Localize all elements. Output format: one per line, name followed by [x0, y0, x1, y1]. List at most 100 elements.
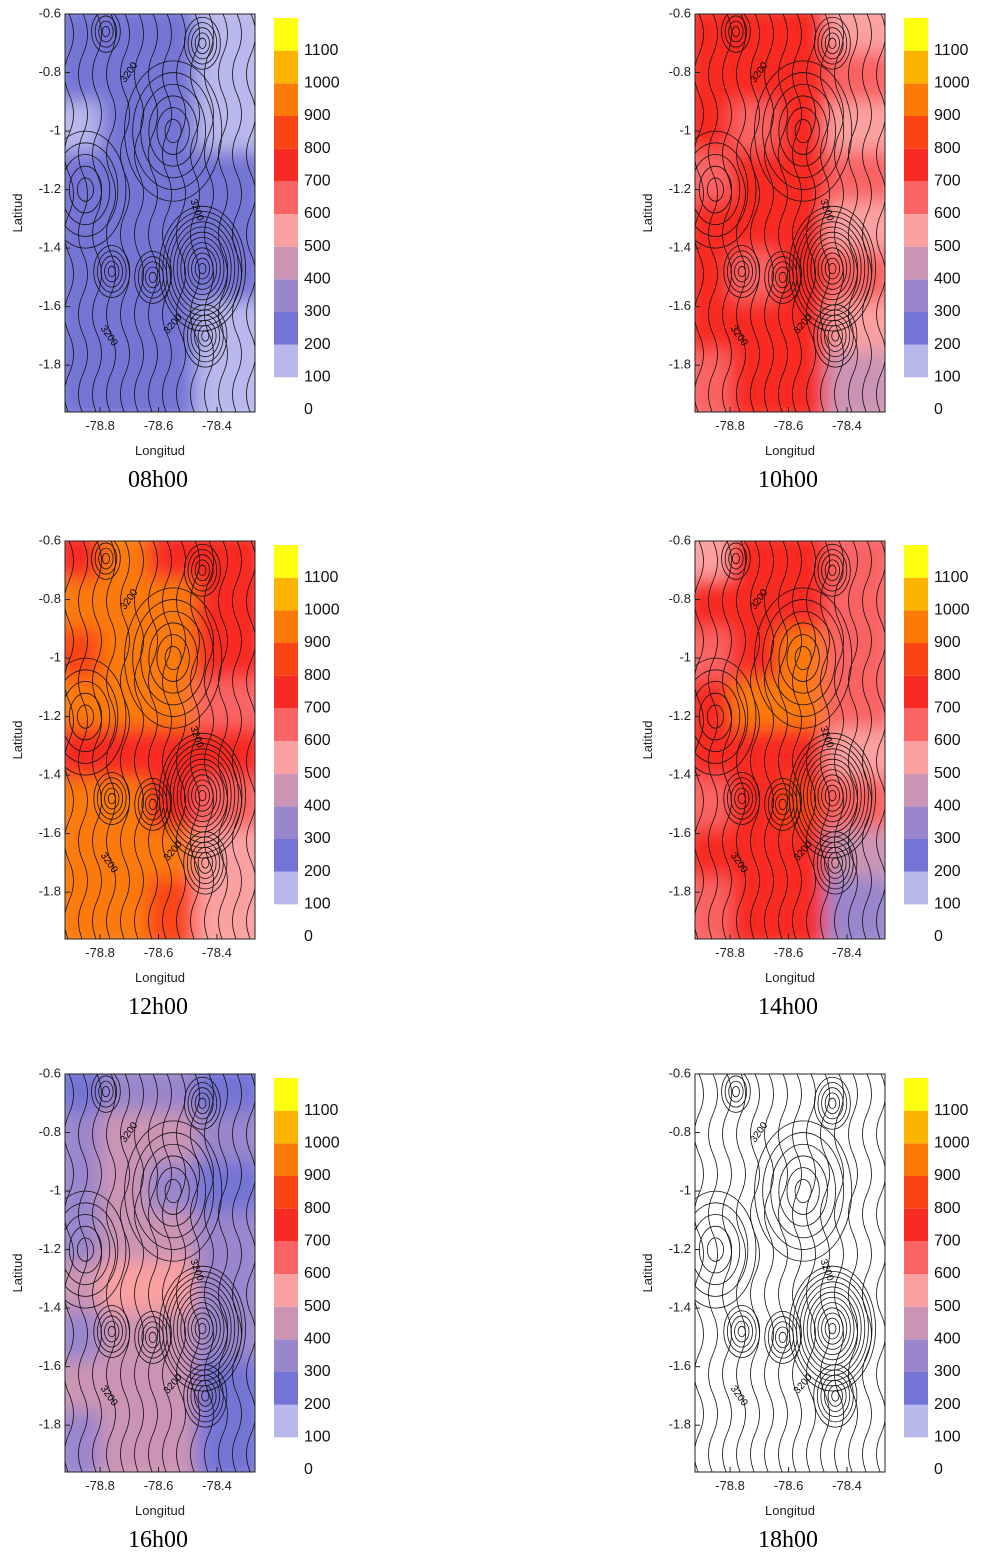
contour-line [762, 599, 845, 717]
contour-line [158, 732, 246, 859]
x-tick-label: -78.8 [715, 1478, 745, 1493]
contour-line [65, 142, 119, 237]
colorbar-label: 500 [934, 765, 961, 782]
y-tick-label: -0.6 [39, 532, 61, 547]
contour-line [695, 681, 741, 753]
contour-line [728, 547, 744, 570]
x-tick-label: -78.8 [715, 418, 745, 433]
contour-line [98, 20, 114, 43]
contour-line [78, 541, 88, 939]
contour-line [162, 541, 172, 939]
contour-line [186, 1369, 224, 1423]
y-axis-label: Latitud [10, 1253, 25, 1292]
y-tick-label: -1.4 [669, 767, 691, 782]
colorbar-label: 600 [304, 205, 331, 222]
contour-line [806, 1074, 816, 1472]
colorbar-band [274, 610, 298, 643]
contour-line [778, 271, 787, 283]
y-tick-label: -1 [679, 1182, 691, 1197]
contour-line [134, 1310, 172, 1364]
y-axis-label: Latitud [640, 720, 655, 759]
colorbar-label: 1100 [934, 42, 969, 59]
contour-line [65, 1214, 111, 1286]
contour-line [232, 541, 242, 939]
plot-frame [694, 13, 886, 413]
contour-line [750, 541, 760, 939]
contour-line [827, 1385, 843, 1407]
contour-line [187, 1307, 218, 1350]
contours [65, 14, 255, 412]
contour-line [94, 1075, 118, 1108]
contour-line [162, 738, 243, 854]
colorbar-band [904, 1306, 928, 1340]
contour-line [176, 541, 186, 939]
plot-frame [694, 540, 886, 940]
y-tick-label: -1 [49, 1182, 61, 1197]
colorbar-label: 100 [934, 896, 961, 913]
contour-line [708, 14, 718, 412]
y-tick-label: -0.8 [669, 1124, 691, 1139]
colorbar-band [904, 214, 928, 247]
colorbar-label: 700 [934, 700, 961, 717]
contour-line [132, 599, 215, 717]
colorbar-label: 300 [934, 303, 961, 320]
colorbar-label: 1000 [934, 602, 970, 619]
contour-line [792, 211, 873, 327]
y-tick-label: -1.8 [39, 1417, 61, 1432]
x-tick-label: -78.6 [144, 945, 174, 960]
colorbar-band [274, 1437, 298, 1470]
contour-line [148, 798, 157, 810]
y-tick-label: -1.4 [39, 767, 61, 782]
contour-line [778, 14, 788, 412]
caption: 18h00 [758, 1527, 818, 1553]
contour-line [824, 1317, 840, 1340]
y-tick-label: -1.4 [669, 1300, 691, 1315]
colorbar-label: 700 [934, 1233, 961, 1250]
contour-line [695, 1190, 757, 1309]
colorbar-band [904, 1339, 928, 1372]
contour-line [764, 1074, 774, 1472]
contour-line [204, 1074, 214, 1472]
contour-line [191, 1087, 214, 1120]
contour-line [65, 1202, 119, 1297]
colorbar-band [274, 577, 298, 611]
colorbar-label: 1000 [304, 602, 340, 619]
colorbar-band [904, 610, 928, 643]
colorbar-band [904, 871, 928, 905]
contour-line [820, 1374, 851, 1418]
colorbar-label: 200 [934, 336, 961, 353]
colorbar-band [904, 708, 928, 741]
contour-line [750, 14, 760, 412]
contour-line [132, 1132, 215, 1250]
colorbar-band [274, 708, 298, 741]
colorbar-label: 300 [304, 830, 331, 847]
contour-line [183, 242, 221, 296]
colorbar-band [904, 181, 928, 214]
colorbar-band [274, 675, 298, 709]
contour-line [724, 1075, 748, 1108]
contour-line [187, 22, 218, 65]
colorbar-band [274, 1274, 298, 1307]
y-tick-label: -1.2 [39, 1241, 61, 1256]
colorbar-band [274, 181, 298, 214]
contour-line [778, 798, 787, 810]
colorbar-label: 100 [934, 1429, 961, 1446]
y-tick-label: -0.8 [669, 591, 691, 606]
contour-line [92, 14, 102, 412]
contour-line [124, 587, 223, 729]
colorbar-label: 1100 [304, 42, 339, 59]
contour-line [724, 15, 748, 48]
colorbar-band [274, 1306, 298, 1340]
colorbar-band [904, 312, 928, 345]
contour-line [204, 14, 214, 412]
colorbar-band [904, 1274, 928, 1307]
caption: 16h00 [128, 1527, 188, 1553]
contour-line [140, 83, 206, 179]
contour-line [728, 1080, 744, 1103]
contour-line [792, 14, 802, 412]
contour-line [65, 669, 119, 764]
contour-line [794, 118, 812, 144]
contour-line [148, 1155, 198, 1227]
